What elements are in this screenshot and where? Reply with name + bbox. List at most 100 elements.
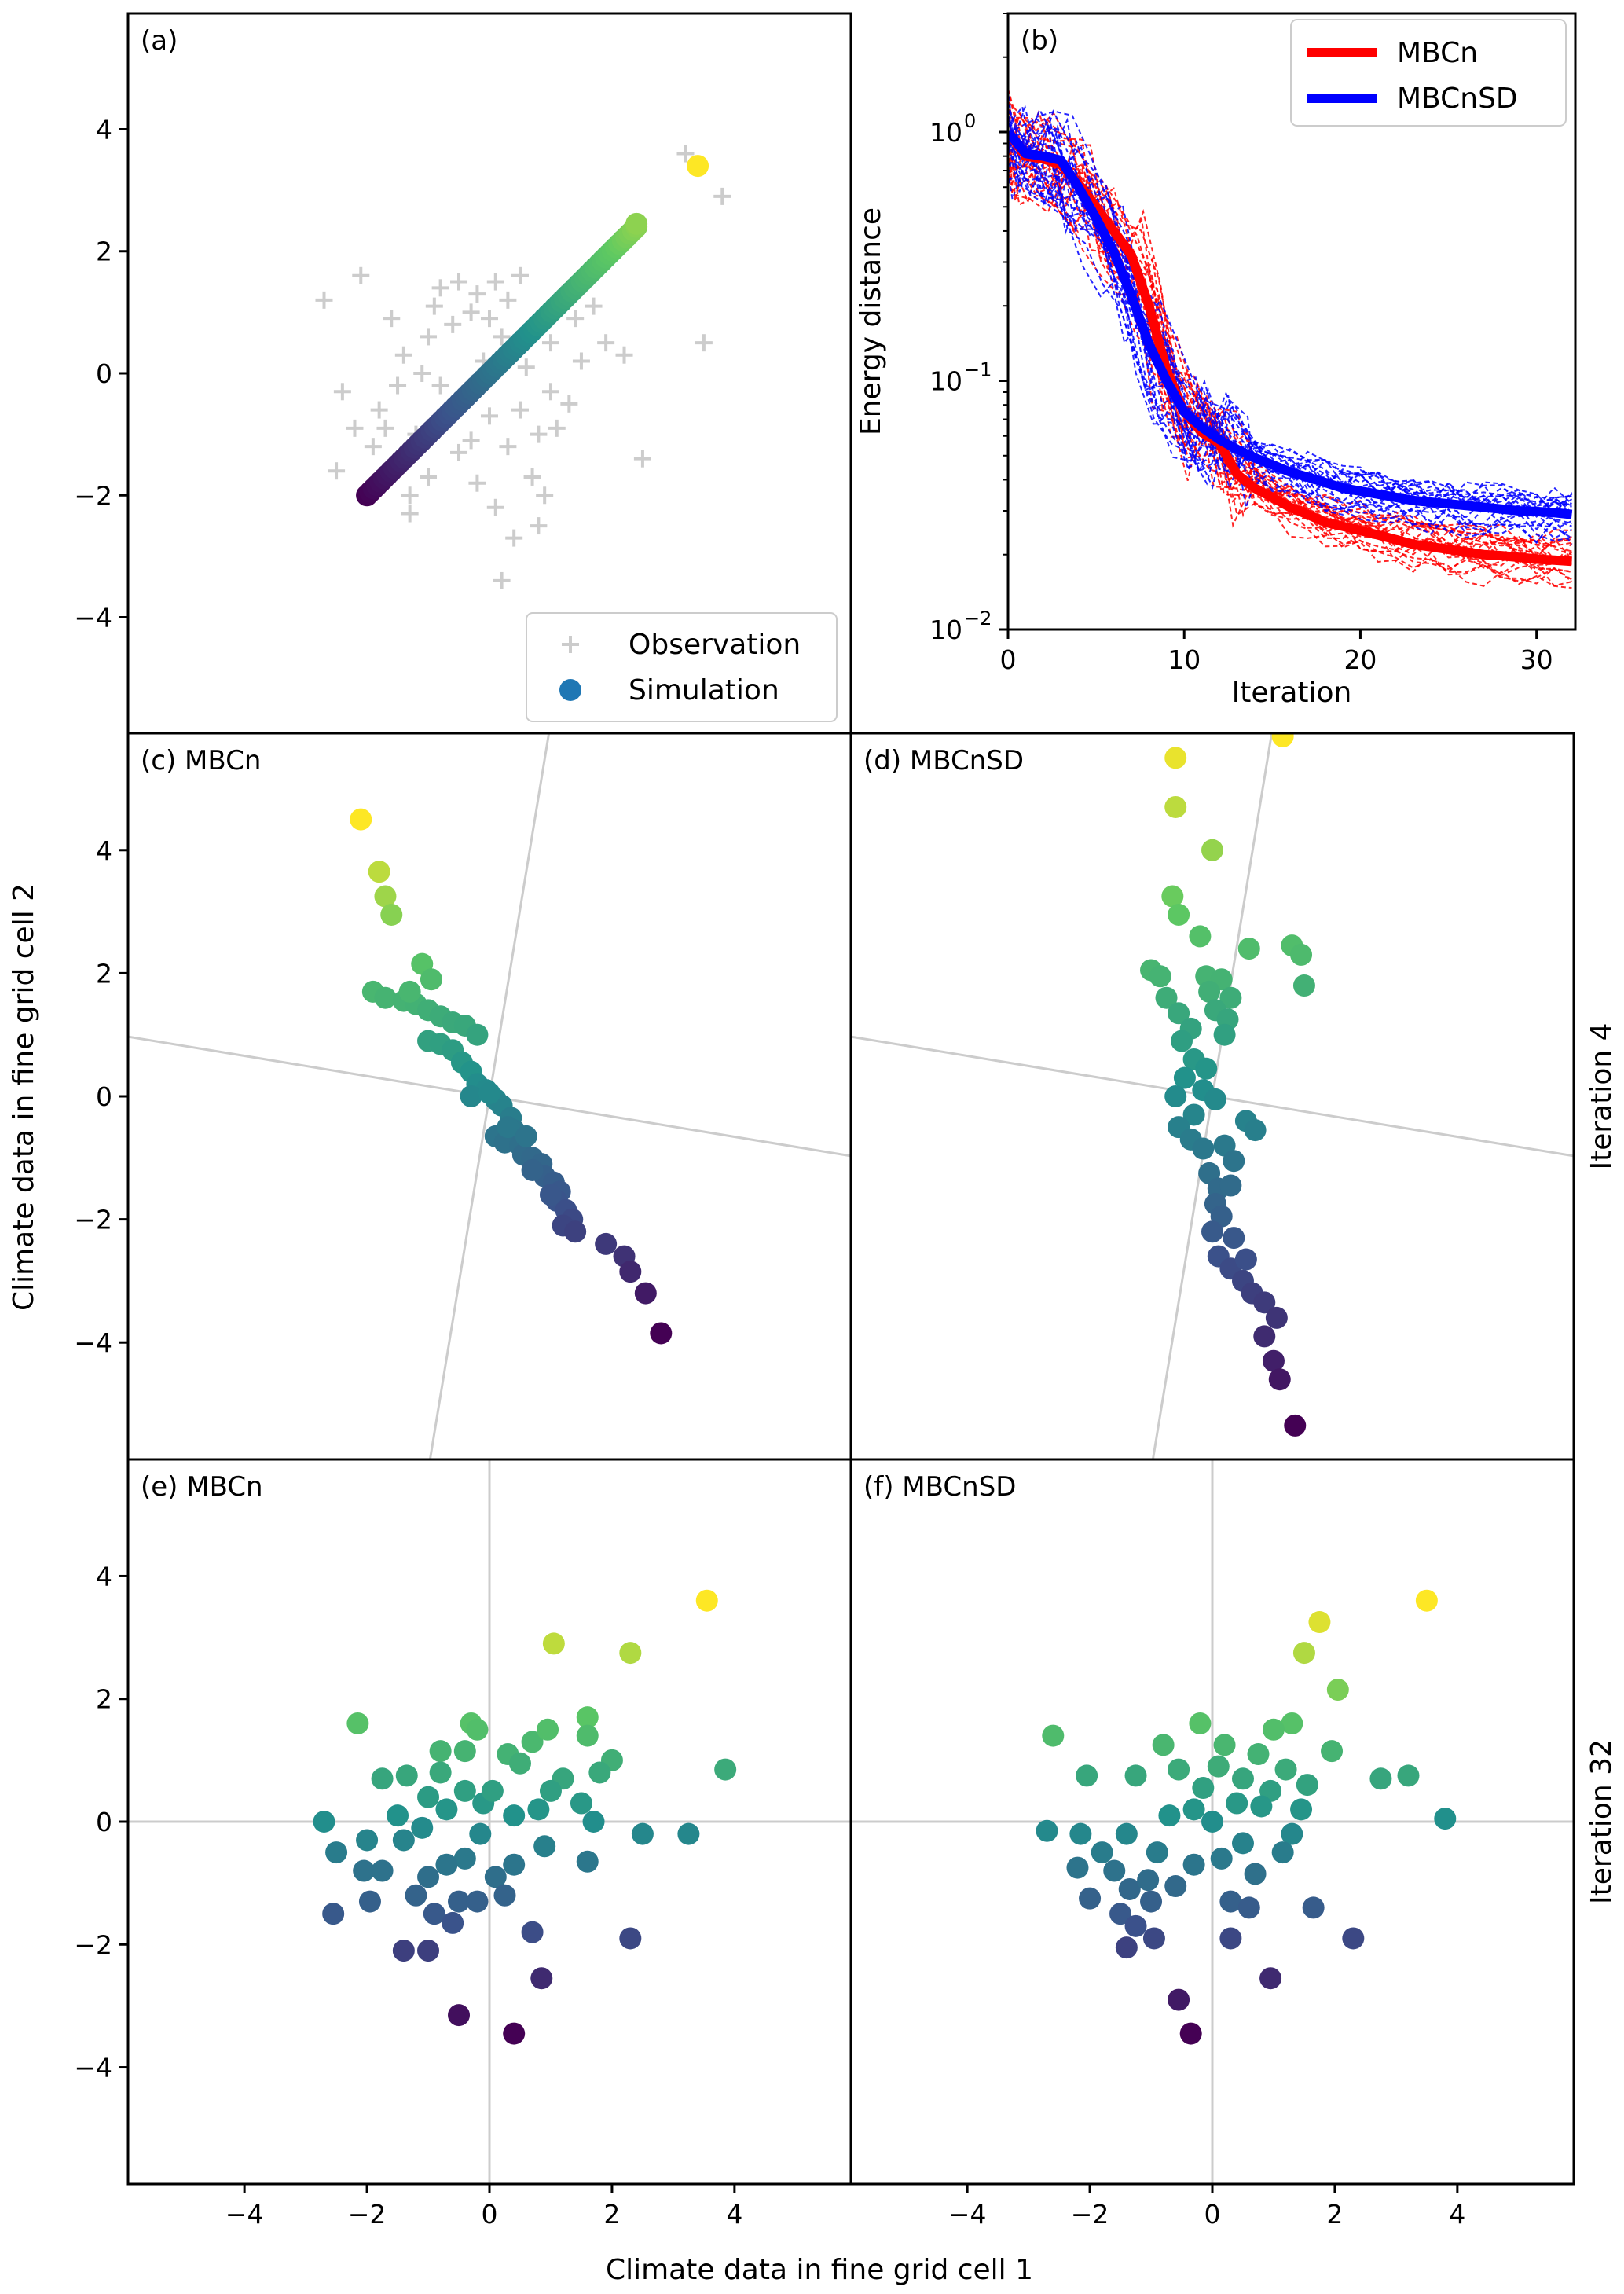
observation-marker: [615, 346, 633, 364]
observation-marker: [597, 334, 615, 352]
x-tick-label: 4: [726, 2199, 742, 2230]
observation-marker: [676, 145, 695, 163]
data-point: [1179, 2022, 1202, 2045]
observation-marker: [468, 285, 486, 303]
x-tick-label: 0: [1204, 2199, 1221, 2230]
observation-marker: [530, 517, 548, 535]
data-point: [1173, 1066, 1196, 1089]
data-point: [539, 1184, 562, 1206]
ensemble-line-mbcn: [1008, 111, 1572, 562]
data-point: [1223, 1150, 1245, 1173]
data-point: [1292, 974, 1315, 997]
y-tick-label: 2: [96, 958, 112, 989]
data-point: [358, 1890, 381, 1913]
data-point: [619, 1927, 642, 1950]
observation-marker: [713, 187, 731, 205]
observation-marker: [364, 438, 382, 456]
ensemble-line-mbcnsd: [1008, 126, 1573, 545]
data-point: [448, 1890, 471, 1913]
data-point: [503, 2022, 526, 2045]
ensemble-line-mbcnsd: [1008, 88, 1573, 509]
observation-marker: [450, 273, 468, 291]
data-point: [392, 1940, 415, 1962]
x-tick-label: 2: [1326, 2199, 1343, 2230]
data-point: [1342, 1927, 1365, 1950]
x-tick-label: 0: [482, 2199, 498, 2230]
plot-area-c: [128, 733, 851, 1459]
data-point: [542, 1632, 565, 1655]
data-point: [1042, 1724, 1065, 1747]
data-point: [453, 1740, 476, 1763]
data-point: [1109, 1903, 1132, 1925]
legend-label-observation: Observation: [629, 629, 801, 661]
data-point: [1195, 1057, 1218, 1080]
observation-marker: [541, 383, 559, 401]
data-point: [1164, 1875, 1187, 1898]
data-point: [1290, 943, 1313, 966]
ensemble-line-mbcnsd: [1008, 117, 1572, 544]
data-point: [1115, 1822, 1138, 1845]
data-point: [353, 1859, 376, 1882]
data-point: [1219, 1174, 1242, 1197]
y-tick-label: 10: [929, 615, 962, 645]
data-point: [521, 1158, 544, 1181]
legend-label-mbcn: MBCn: [1397, 37, 1478, 69]
ensemble-line-mbcnsd: [1008, 110, 1573, 514]
ensemble-line-mbcnsd: [1008, 117, 1573, 514]
data-point: [1146, 1841, 1168, 1864]
data-point: [1259, 1967, 1282, 1990]
y-tick-label: 10: [929, 117, 962, 148]
data-point: [530, 1967, 553, 1990]
data-point: [1262, 1718, 1285, 1741]
simulation-point: [687, 155, 709, 178]
data-point: [1182, 1853, 1205, 1876]
ensemble-line-mbcnsd: [1008, 141, 1572, 542]
data-point: [1234, 1248, 1257, 1271]
y-tick-label: 4: [96, 114, 112, 145]
ensemble-line-mbcnsd: [1008, 149, 1572, 509]
data-point: [521, 1731, 544, 1753]
data-point: [325, 1841, 348, 1864]
series-line-mbcnsd: [1008, 129, 1573, 519]
data-point: [1076, 1764, 1098, 1787]
data-point: [582, 1811, 605, 1833]
data-point: [497, 1116, 519, 1139]
data-point: [387, 1804, 409, 1827]
data-point: [1237, 1896, 1260, 1919]
y-axis-label: Energy distance: [855, 207, 887, 435]
data-point: [1140, 1890, 1163, 1913]
data-point: [619, 1261, 642, 1283]
data-point: [481, 1779, 504, 1802]
observation-marker: [541, 334, 559, 352]
x-tick-label: −4: [225, 2199, 264, 2230]
x-tick-label: 30: [1520, 644, 1553, 675]
plot-area-a: [315, 145, 731, 589]
observation-marker: [585, 297, 603, 315]
data-point: [1168, 1758, 1190, 1781]
x-tick-label: 0: [1000, 644, 1017, 675]
observation-marker: [505, 529, 523, 547]
data-point: [453, 1779, 476, 1802]
panel-d: (d) MBCnSD: [849, 732, 1575, 1461]
data-point: [1223, 1227, 1245, 1250]
data-point: [1142, 1927, 1165, 1950]
y-tick-label: −2: [74, 1929, 112, 1960]
y-tick-label: 10: [929, 366, 962, 397]
observation-marker: [352, 266, 370, 284]
data-point: [1118, 1877, 1141, 1900]
data-point: [570, 1792, 592, 1815]
data-point: [417, 1786, 440, 1808]
panel-a: −4 −2 0 2 4 (a) Observation Simulation: [74, 12, 852, 735]
y-tick-label: −4: [74, 1327, 112, 1358]
data-point: [1161, 885, 1184, 908]
plot-area-f: [851, 1459, 1574, 2184]
data-point: [435, 1853, 458, 1876]
data-point: [356, 1829, 379, 1852]
panel-e: −4 −2 0 2 4 −4 −2 0 2 4 (e) MBCn: [74, 1458, 852, 2230]
data-point: [1192, 1777, 1215, 1800]
ensemble-line-mbcn: [1008, 134, 1572, 556]
data-point: [313, 1811, 335, 1833]
data-point: [466, 1023, 489, 1046]
panel-label-d: (d) MBCnSD: [863, 745, 1024, 776]
